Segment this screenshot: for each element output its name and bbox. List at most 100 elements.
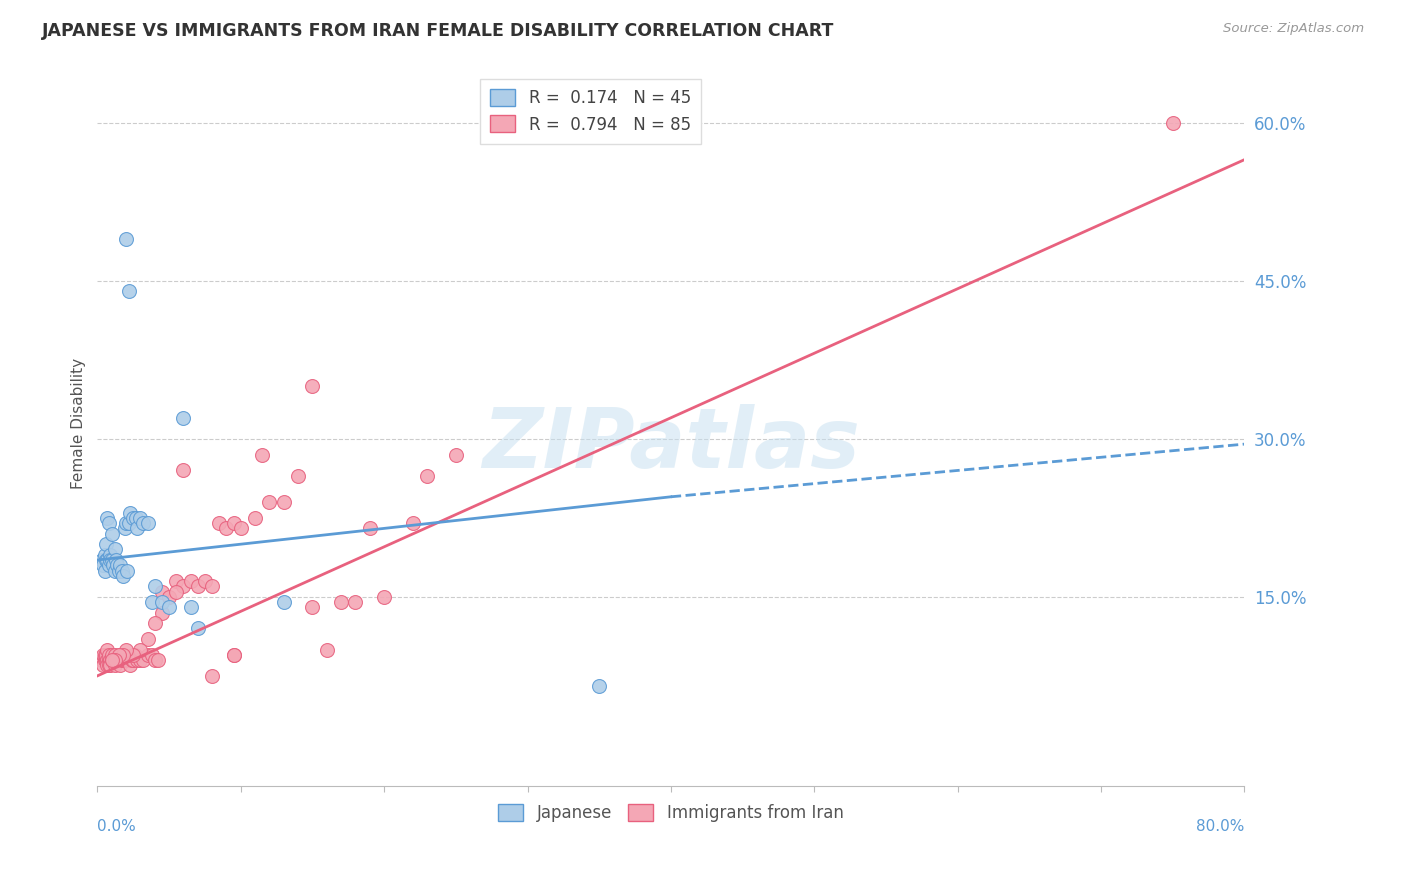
Point bbox=[107, 558, 129, 573]
Point bbox=[201, 669, 224, 683]
Point bbox=[112, 648, 135, 662]
Point bbox=[120, 506, 142, 520]
Point bbox=[90, 653, 112, 667]
Point bbox=[91, 648, 114, 662]
Point bbox=[157, 590, 180, 604]
Point bbox=[107, 653, 129, 667]
Point bbox=[93, 648, 115, 662]
Point bbox=[103, 653, 125, 667]
Point bbox=[118, 285, 141, 299]
Point bbox=[157, 600, 180, 615]
Point bbox=[330, 595, 353, 609]
Point bbox=[273, 595, 295, 609]
Point bbox=[98, 548, 121, 562]
Point bbox=[187, 622, 209, 636]
Point bbox=[165, 584, 187, 599]
Point bbox=[98, 553, 121, 567]
Point bbox=[91, 658, 114, 673]
Point bbox=[97, 658, 120, 673]
Point bbox=[141, 595, 163, 609]
Point bbox=[94, 648, 117, 662]
Point bbox=[100, 553, 122, 567]
Point bbox=[588, 680, 610, 694]
Point bbox=[172, 463, 194, 477]
Point bbox=[141, 648, 163, 662]
Point bbox=[180, 574, 202, 588]
Point bbox=[416, 468, 439, 483]
Point bbox=[215, 521, 238, 535]
Point bbox=[96, 658, 118, 673]
Point bbox=[172, 410, 194, 425]
Point bbox=[103, 564, 125, 578]
Point bbox=[97, 653, 120, 667]
Point bbox=[143, 616, 166, 631]
Point bbox=[104, 653, 127, 667]
Point bbox=[104, 553, 127, 567]
Point bbox=[97, 558, 120, 573]
Point bbox=[93, 548, 115, 562]
Point bbox=[111, 564, 134, 578]
Point bbox=[108, 564, 131, 578]
Point bbox=[201, 579, 224, 593]
Point bbox=[122, 511, 145, 525]
Point bbox=[444, 448, 467, 462]
Point bbox=[110, 558, 132, 573]
Point bbox=[112, 653, 135, 667]
Point bbox=[125, 511, 148, 525]
Point bbox=[344, 595, 367, 609]
Point bbox=[194, 574, 217, 588]
Point bbox=[90, 553, 112, 567]
Point bbox=[115, 516, 138, 530]
Point bbox=[115, 653, 138, 667]
Point bbox=[115, 232, 138, 246]
Point bbox=[94, 537, 117, 551]
Point bbox=[103, 648, 125, 662]
Point bbox=[150, 595, 173, 609]
Point bbox=[101, 653, 124, 667]
Point bbox=[100, 648, 122, 662]
Point bbox=[118, 653, 141, 667]
Point bbox=[259, 495, 281, 509]
Point bbox=[1161, 116, 1184, 130]
Text: ZIPatlas: ZIPatlas bbox=[482, 404, 860, 485]
Point bbox=[208, 516, 231, 530]
Point bbox=[96, 511, 118, 525]
Point bbox=[108, 653, 131, 667]
Text: 80.0%: 80.0% bbox=[1197, 819, 1244, 834]
Point bbox=[146, 653, 169, 667]
Point bbox=[129, 653, 152, 667]
Point bbox=[129, 642, 152, 657]
Point bbox=[150, 584, 173, 599]
Point bbox=[91, 558, 114, 573]
Point bbox=[98, 653, 121, 667]
Legend: Japanese, Immigrants from Iran: Japanese, Immigrants from Iran bbox=[492, 797, 851, 829]
Point bbox=[287, 468, 309, 483]
Point bbox=[94, 553, 117, 567]
Point bbox=[172, 579, 194, 593]
Point bbox=[222, 648, 245, 662]
Point bbox=[252, 448, 274, 462]
Text: JAPANESE VS IMMIGRANTS FROM IRAN FEMALE DISABILITY CORRELATION CHART: JAPANESE VS IMMIGRANTS FROM IRAN FEMALE … bbox=[42, 22, 835, 40]
Point bbox=[112, 569, 135, 583]
Point bbox=[101, 558, 124, 573]
Point bbox=[129, 511, 152, 525]
Point bbox=[103, 658, 125, 673]
Point bbox=[118, 516, 141, 530]
Point bbox=[98, 658, 121, 673]
Y-axis label: Female Disability: Female Disability bbox=[72, 358, 86, 489]
Point bbox=[143, 653, 166, 667]
Point bbox=[96, 642, 118, 657]
Point bbox=[273, 495, 295, 509]
Point bbox=[373, 590, 395, 604]
Point bbox=[96, 653, 118, 667]
Point bbox=[187, 579, 209, 593]
Point bbox=[110, 648, 132, 662]
Point bbox=[108, 648, 131, 662]
Point bbox=[150, 606, 173, 620]
Point bbox=[96, 553, 118, 567]
Point bbox=[124, 648, 146, 662]
Point bbox=[229, 521, 252, 535]
Point bbox=[222, 516, 245, 530]
Point bbox=[122, 653, 145, 667]
Point bbox=[359, 521, 381, 535]
